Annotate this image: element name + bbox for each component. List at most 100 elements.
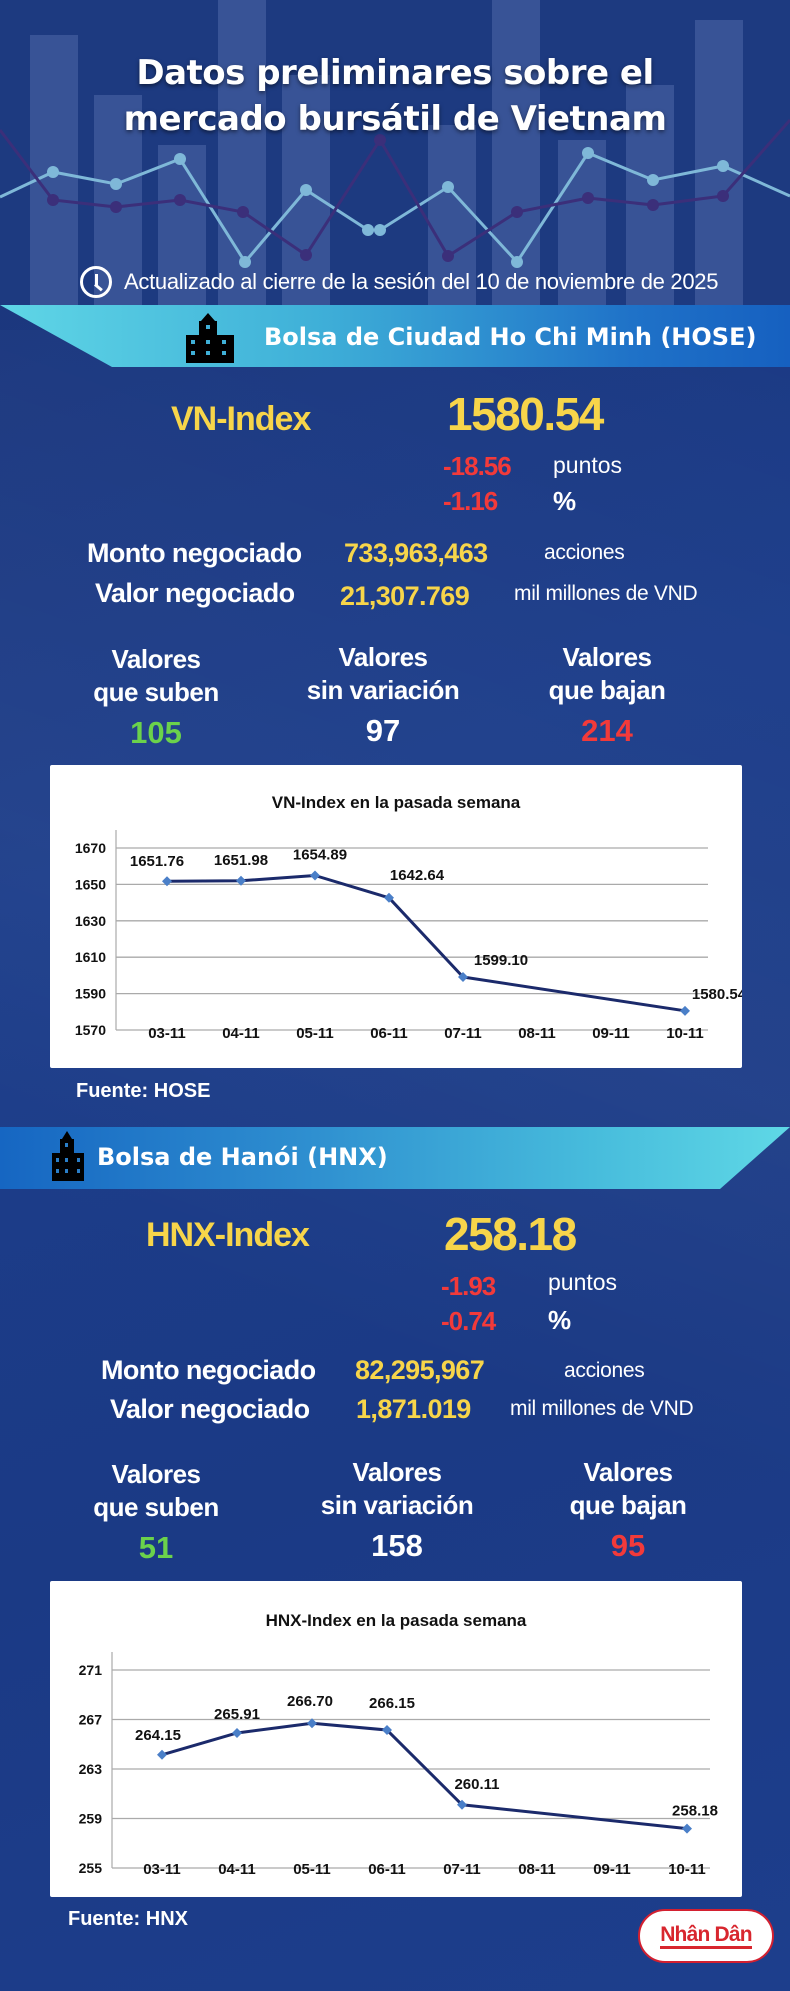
data-label: 1580.54	[692, 986, 742, 1003]
data-point-marker	[310, 870, 320, 881]
y-tick-label: 1630	[75, 913, 106, 929]
hose-source: Fuente: HOSE	[76, 1080, 211, 1102]
hnx-value-unit: mil millones de VND	[510, 1397, 694, 1420]
data-point-marker	[307, 1718, 317, 1729]
hnx-banner-title: Bolsa de Hanói (HNX)	[97, 1143, 388, 1171]
y-tick-label: 1590	[75, 986, 106, 1002]
hnx-index-label: HNX-Index	[146, 1216, 310, 1254]
points-unit: puntos	[553, 452, 623, 478]
data-point-marker	[162, 876, 172, 887]
data-label: 265.91	[214, 1706, 260, 1723]
data-label: 1651.98	[214, 852, 268, 869]
hnx-banner	[0, 1127, 790, 1189]
hnx-decliners-count: 95	[610, 1528, 646, 1563]
hnx-unchanged-count: 158	[371, 1528, 423, 1563]
x-tick-label: 10-11	[666, 1025, 704, 1042]
pct-unit: %	[553, 486, 577, 516]
nhan-dan-logo: Nhân Dân	[638, 1909, 774, 1963]
hose-volume-unit: acciones	[544, 541, 625, 564]
update-text: Actualizado al cierre de la sesión del 1…	[124, 269, 719, 294]
hose-value-label: Valor negociado	[95, 578, 295, 608]
y-tick-label: 267	[79, 1712, 103, 1728]
data-point-marker	[457, 1799, 467, 1810]
series-line	[166, 874, 686, 1013]
hose-advancers: Valores que suben 105	[46, 643, 266, 753]
hose-value-value: 21,307.769	[340, 581, 470, 611]
building-icon	[52, 1131, 84, 1181]
header-decoration	[0, 0, 790, 305]
y-tick-label: 1650	[75, 876, 106, 892]
hose-unchanged-count: 97	[365, 713, 401, 748]
data-point-marker	[157, 1749, 167, 1760]
x-tick-label: 08-11	[518, 1025, 556, 1042]
x-tick-label: 04-11	[218, 1861, 256, 1878]
clock-icon	[80, 266, 112, 298]
hose-unchanged: Valores sin variación 97	[273, 641, 493, 751]
x-tick-label: 07-11	[444, 1025, 482, 1042]
y-tick-label: 271	[79, 1662, 103, 1678]
data-label: 266.70	[287, 1693, 333, 1710]
vn-index-label: VN-Index	[171, 400, 311, 438]
page-title: Datos preliminares sobre el mercado burs…	[0, 50, 790, 142]
x-tick-label: 10-11	[668, 1861, 706, 1878]
hose-volume-value: 733,963,463	[344, 538, 488, 568]
data-point-marker	[680, 1005, 690, 1016]
data-label: 266.15	[369, 1695, 415, 1712]
data-label: 264.15	[135, 1727, 181, 1744]
hnx-volume-label: Monto negociado	[101, 1355, 316, 1385]
hnx-volume-value: 82,295,967	[355, 1355, 485, 1385]
building-icon	[186, 313, 234, 363]
x-tick-label: 03-11	[143, 1861, 181, 1878]
data-label: 1642.64	[390, 867, 445, 884]
x-tick-label: 04-11	[222, 1025, 260, 1042]
data-point-marker	[382, 1725, 392, 1736]
data-label: 260.11	[454, 1776, 499, 1793]
x-tick-label: 06-11	[370, 1025, 408, 1042]
hnx-index-value: 258.18	[444, 1208, 577, 1260]
hose-volume-label: Monto negociado	[87, 538, 302, 568]
points-unit: puntos	[548, 1269, 618, 1295]
hnx-index-change-points: -1.93	[441, 1271, 496, 1301]
vn-index-line-chart: VN-Index en la pasada semana 1570 1590 1610…	[75, 793, 742, 1042]
hose-banner	[0, 305, 790, 367]
hose-decliners: Valores que bajan 214	[497, 641, 717, 751]
hnx-index-line-chart: HNX-Index en la pasada semana 255 259 263 26…	[79, 1611, 718, 1878]
x-tick-label: 06-11	[368, 1861, 406, 1878]
y-tick-label: 263	[79, 1761, 103, 1777]
x-tick-label: 08-11	[518, 1861, 556, 1878]
x-tick-label: 09-11	[592, 1025, 630, 1042]
y-tick-label: 259	[79, 1811, 103, 1827]
hnx-index-change-pct: -0.74	[441, 1306, 496, 1336]
pct-unit: %	[548, 1305, 572, 1335]
y-tick-label: 1570	[75, 1022, 106, 1038]
data-label: 1651.76	[130, 853, 184, 870]
update-notice: Actualizado al cierre de la sesión del 1…	[80, 266, 718, 298]
header-line-decoration	[0, 119, 790, 268]
data-point-marker	[232, 1727, 242, 1738]
hnx-unchanged: Valores sin variación 158	[287, 1456, 507, 1566]
x-tick-label: 05-11	[293, 1861, 331, 1878]
vn-index-value: 1580.54	[447, 388, 604, 440]
vn-index-change-points: -18.56	[443, 451, 512, 481]
y-tick-label: 1670	[75, 840, 106, 856]
logo-text: Nhân Dân	[660, 1923, 753, 1949]
hnx-advancers-count: 51	[138, 1530, 174, 1565]
chart-title: HNX-Index en la pasada semana	[266, 1611, 527, 1630]
vn-index-change-pct: -1.16	[443, 486, 498, 516]
hnx-value-value: 1,871.019	[356, 1394, 471, 1424]
vn-index-chart: VN-Index en la pasada semana 1570 1590 1610…	[50, 765, 742, 1068]
data-point-marker	[236, 875, 246, 886]
series-line	[161, 1721, 688, 1831]
hnx-decliners: Valores que bajan 95	[518, 1456, 738, 1566]
data-label: 1599.10	[474, 952, 528, 969]
x-tick-label: 07-11	[443, 1861, 481, 1878]
hose-value-unit: mil millones de VND	[514, 582, 698, 605]
hnx-advancers: Valores que suben 51	[46, 1458, 266, 1568]
data-label: 258.18	[672, 1803, 718, 1820]
y-tick-label: 255	[79, 1860, 103, 1876]
title-line-1: Datos preliminares sobre el	[136, 53, 654, 93]
hnx-index-chart: HNX-Index en la pasada semana 255 259 263 26…	[50, 1581, 742, 1897]
chart-title: VN-Index en la pasada semana	[272, 793, 521, 812]
x-tick-label: 05-11	[296, 1025, 334, 1042]
data-label: 1654.89	[293, 847, 347, 864]
